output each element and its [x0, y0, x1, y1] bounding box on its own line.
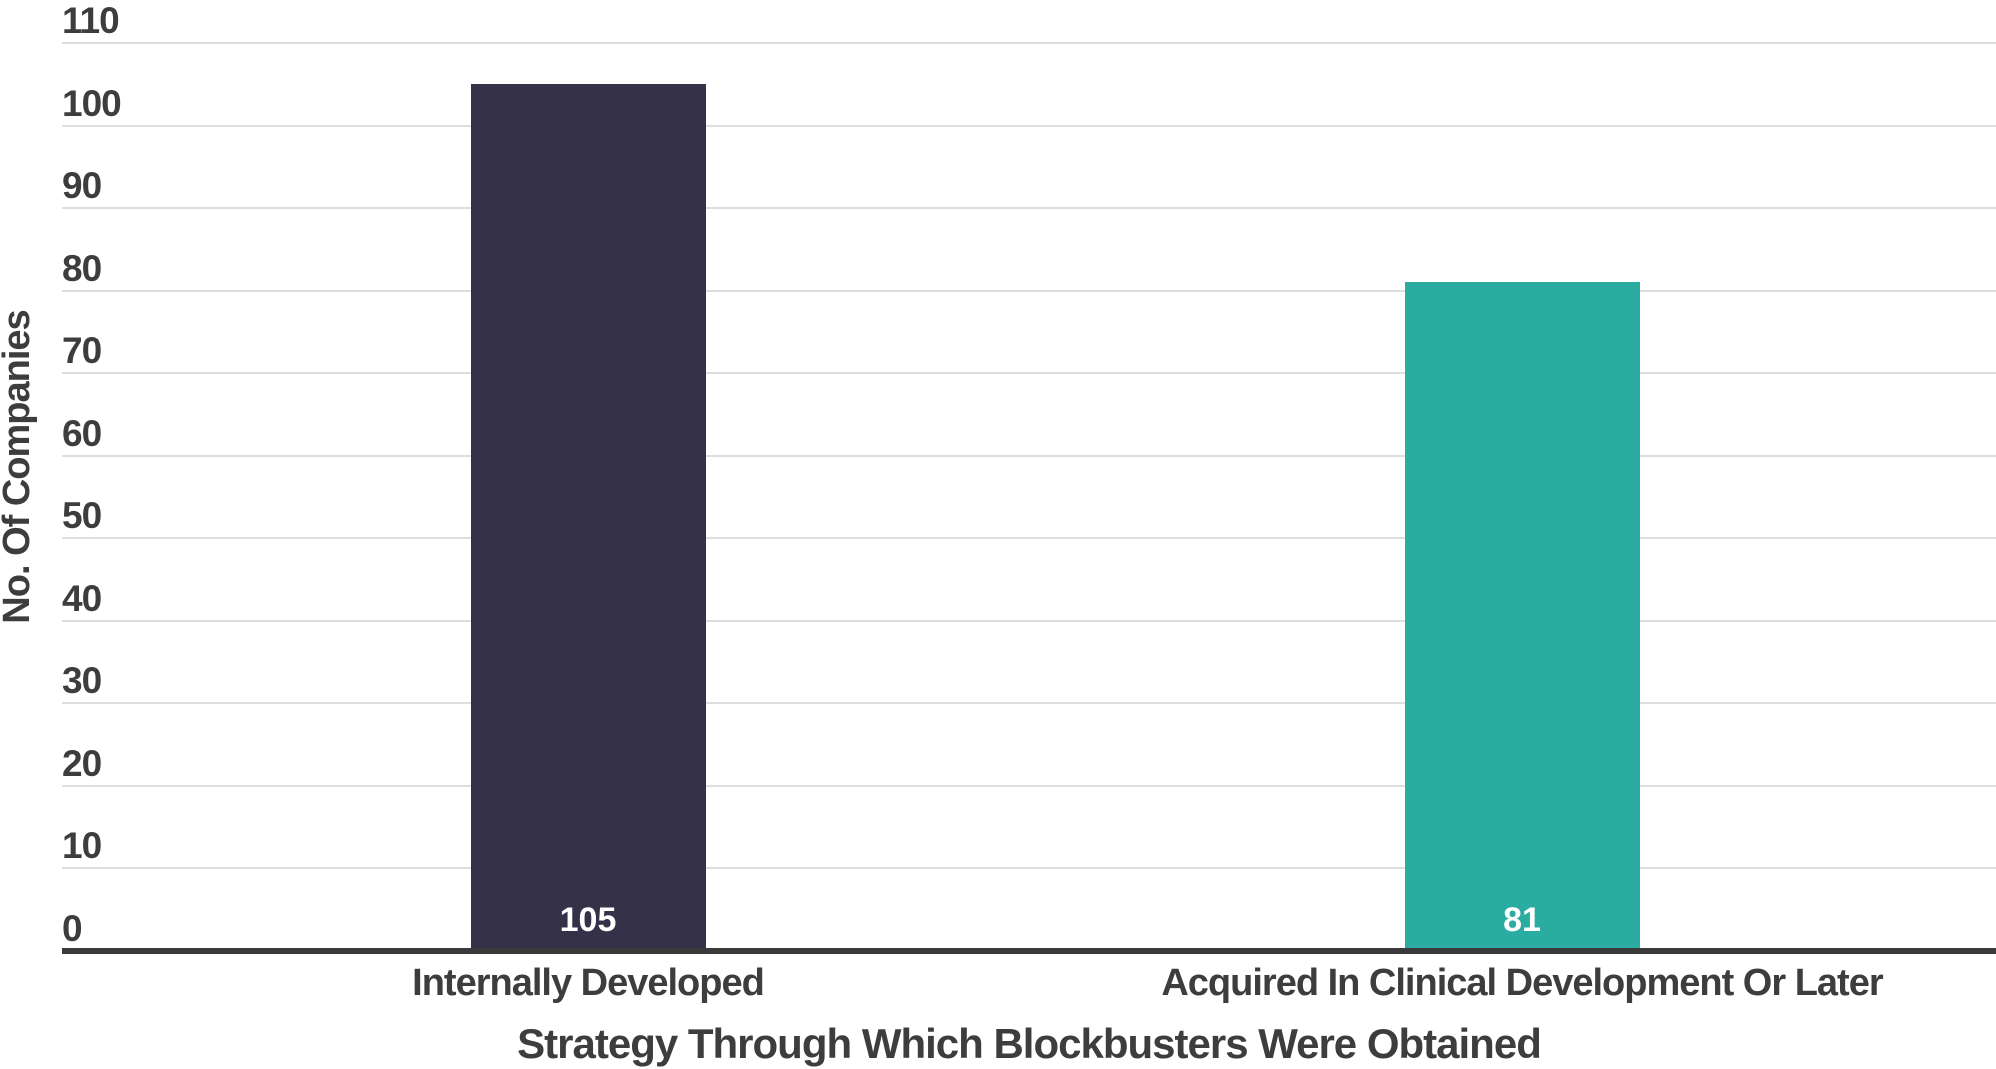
y-tick-label-90: 90 [62, 165, 102, 207]
y-tick-label-100: 100 [62, 82, 122, 124]
y-tick-label-20: 20 [62, 742, 102, 784]
y-tick-label-10: 10 [62, 825, 102, 867]
y-tick-label-80: 80 [62, 247, 102, 289]
bar-1: 81 [1404, 282, 1640, 948]
y-tick-label-70: 70 [62, 330, 102, 372]
bar-value-label-1: 81 [1503, 900, 1541, 939]
gridline-y80 [62, 289, 1996, 292]
x-axis-line [62, 948, 1996, 954]
x-axis-title: Strategy Through Which Blockbusters Were… [517, 1020, 1542, 1067]
gridline-y110 [62, 42, 1996, 44]
bar-0: 105 [470, 84, 706, 948]
gridline-y70 [62, 372, 1996, 375]
y-tick-label-30: 30 [62, 660, 102, 702]
gridline-y20 [62, 784, 1996, 787]
y-axis-title: No. Of Companies [0, 310, 38, 624]
gridline-y60 [62, 454, 1996, 457]
gridline-y30 [62, 702, 1996, 705]
x-category-label-1: Acquired In Clinical Development Or Late… [1161, 962, 1883, 1004]
gridline-y90 [62, 207, 1996, 210]
x-category-label-0: Internally Developed [412, 962, 765, 1004]
gridline-y50 [62, 537, 1996, 540]
gridline-y100 [62, 124, 1996, 127]
y-tick-label-0: 0 [62, 908, 83, 949]
bar-value-label-0: 105 [559, 900, 617, 939]
y-tick-label-40: 40 [62, 577, 102, 619]
y-tick-label-60: 60 [62, 412, 102, 454]
y-tick-label-50: 50 [62, 495, 102, 537]
gridline-y40 [62, 619, 1996, 622]
y-tick-label-110: 110 [62, 0, 120, 42]
gridline-y10 [62, 867, 1996, 870]
